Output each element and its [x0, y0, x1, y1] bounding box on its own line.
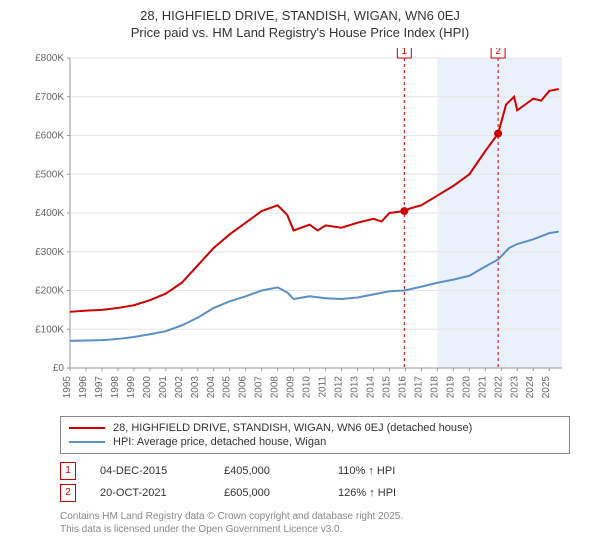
svg-text:2022: 2022 [493, 375, 504, 398]
svg-text:£600K: £600K [35, 130, 64, 141]
svg-text:£800K: £800K [35, 53, 64, 64]
price-chart: £0 £100K £200K £300K £400K £500K £600K £700K £80… [20, 48, 580, 408]
svg-text:2017: 2017 [413, 375, 424, 398]
svg-text:2025: 2025 [541, 375, 552, 398]
svg-text:2010: 2010 [302, 375, 313, 398]
svg-text:2018: 2018 [429, 375, 440, 398]
svg-text:1997: 1997 [94, 375, 105, 398]
svg-text:1: 1 [402, 48, 408, 57]
legend: 28, HIGHFIELD DRIVE, STANDISH, WIGAN, WN… [60, 416, 570, 454]
svg-text:2003: 2003 [190, 375, 201, 398]
event-marker [400, 207, 408, 215]
legend-label: HPI: Average price, detached house, Wiga… [113, 436, 326, 448]
event-date: 20-OCT-2021 [100, 487, 200, 499]
svg-text:£0: £0 [53, 363, 65, 374]
chart-container: £0 £100K £200K £300K £400K £500K £600K £700K £80… [20, 48, 580, 408]
legend-swatch [69, 427, 105, 429]
svg-text:1998: 1998 [110, 375, 121, 398]
svg-text:2: 2 [495, 48, 501, 57]
event-row: 1 04-DEC-2015 £405,000 110% ↑ HPI [60, 460, 570, 482]
svg-text:2008: 2008 [270, 375, 281, 398]
event-date: 04-DEC-2015 [100, 465, 200, 477]
svg-text:£200K: £200K [35, 285, 64, 296]
legend-item: HPI: Average price, detached house, Wiga… [69, 435, 561, 449]
title-line2: Price paid vs. HM Land Registry's House … [131, 25, 469, 40]
footer-line2: This data is licensed under the Open Gov… [60, 524, 342, 535]
svg-text:£500K: £500K [35, 169, 64, 180]
svg-text:2019: 2019 [445, 375, 456, 398]
event-price: £405,000 [224, 465, 314, 477]
svg-text:2015: 2015 [381, 375, 392, 398]
svg-text:£300K: £300K [35, 247, 64, 258]
svg-text:2005: 2005 [222, 375, 233, 398]
event-price: £605,000 [224, 487, 314, 499]
svg-text:2020: 2020 [461, 375, 472, 398]
svg-text:£700K: £700K [35, 92, 64, 103]
svg-text:2023: 2023 [509, 375, 520, 398]
footer-attribution: Contains HM Land Registry data © Crown c… [60, 510, 570, 536]
svg-text:2021: 2021 [477, 375, 488, 398]
svg-text:1999: 1999 [126, 375, 137, 398]
svg-text:2013: 2013 [350, 375, 361, 398]
legend-item: 28, HIGHFIELD DRIVE, STANDISH, WIGAN, WN… [69, 421, 561, 435]
svg-text:2000: 2000 [142, 375, 153, 398]
svg-text:2002: 2002 [174, 375, 185, 398]
svg-text:2016: 2016 [397, 375, 408, 398]
svg-text:1995: 1995 [62, 375, 73, 398]
svg-text:2024: 2024 [525, 375, 536, 398]
legend-swatch [69, 441, 105, 443]
svg-text:1996: 1996 [78, 375, 89, 398]
event-pct: 110% ↑ HPI [338, 465, 395, 477]
event-pct: 126% ↑ HPI [338, 487, 396, 499]
svg-text:£400K: £400K [35, 208, 64, 219]
svg-text:2009: 2009 [286, 375, 297, 398]
footer-line1: Contains HM Land Registry data © Crown c… [60, 511, 403, 522]
svg-text:2011: 2011 [318, 375, 329, 397]
svg-text:2006: 2006 [238, 375, 249, 398]
event-badge: 2 [60, 484, 76, 502]
event-table: 1 04-DEC-2015 £405,000 110% ↑ HPI 2 20-OCT-20… [60, 460, 570, 504]
legend-label: 28, HIGHFIELD DRIVE, STANDISH, WIGAN, WN… [113, 422, 472, 434]
title-line1: 28, HIGHFIELD DRIVE, STANDISH, WIGAN, WN… [140, 8, 460, 23]
svg-text:2004: 2004 [206, 375, 217, 398]
svg-text:2012: 2012 [334, 375, 345, 398]
event-row: 2 20-OCT-2021 £605,000 126% ↑ HPI [60, 482, 570, 504]
svg-text:£100K: £100K [35, 324, 64, 335]
svg-text:2001: 2001 [158, 375, 169, 398]
svg-text:2007: 2007 [254, 375, 265, 398]
svg-text:2014: 2014 [366, 375, 377, 398]
chart-title: 28, HIGHFIELD DRIVE, STANDISH, WIGAN, WN… [10, 8, 590, 42]
event-badge: 1 [60, 462, 76, 480]
event-marker [494, 129, 502, 137]
